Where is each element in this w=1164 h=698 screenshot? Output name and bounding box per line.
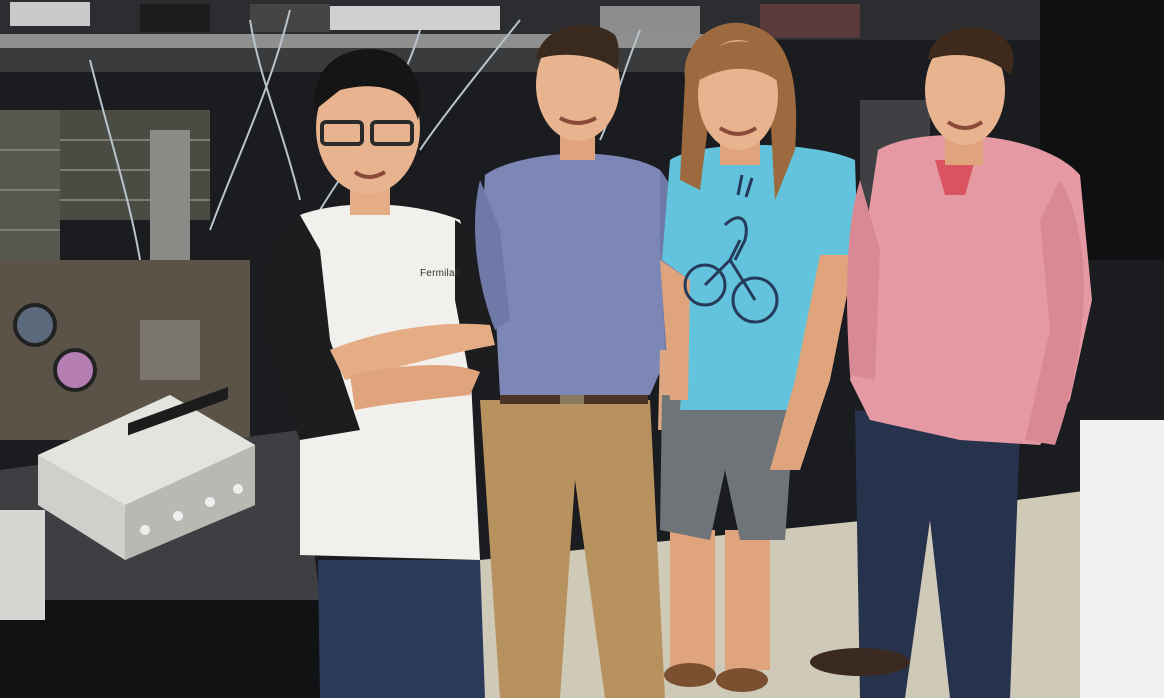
glasses: [320, 120, 364, 146]
leg: [725, 530, 770, 670]
person-3: [660, 22, 858, 692]
rack-unit: [10, 2, 90, 26]
hair: [536, 24, 620, 70]
crossed-arms: [330, 323, 495, 380]
jeans: [318, 560, 485, 698]
rack-unit: [140, 4, 210, 32]
face: [925, 35, 1005, 145]
viewport-window: [53, 348, 97, 392]
leg: [670, 530, 715, 670]
arm: [770, 255, 855, 470]
person-4: [810, 27, 1092, 698]
hair: [928, 27, 1014, 75]
rack-unit: [250, 4, 330, 32]
pink-shirt: [850, 135, 1092, 446]
sandal: [716, 668, 768, 692]
optics-apparatus: [0, 260, 250, 440]
sandal: [810, 648, 910, 676]
rack-unit: [760, 4, 860, 38]
gray-shorts: [660, 395, 795, 540]
arm: [660, 260, 690, 400]
black-sleeve: [259, 215, 360, 440]
face: [316, 62, 420, 194]
person-1: [259, 49, 505, 698]
vacuum-column: [150, 130, 190, 260]
undershirt: [935, 160, 975, 195]
overhead-shelf: [0, 34, 720, 48]
viewport-window: [13, 303, 57, 347]
khaki-pants: [480, 400, 665, 698]
power-supply-display: [128, 387, 228, 436]
hair: [314, 49, 421, 120]
instrument-box: [0, 510, 45, 620]
rack-unit: [600, 6, 700, 36]
blue-check-shirt: [480, 153, 690, 395]
bike-rabbit-print: [683, 174, 779, 324]
white-cabinet: [1080, 420, 1164, 698]
jeans: [855, 410, 1020, 698]
sandal: [664, 663, 716, 687]
shirt-logo: Fermilab: [420, 268, 461, 279]
rack-unit: [330, 6, 500, 30]
